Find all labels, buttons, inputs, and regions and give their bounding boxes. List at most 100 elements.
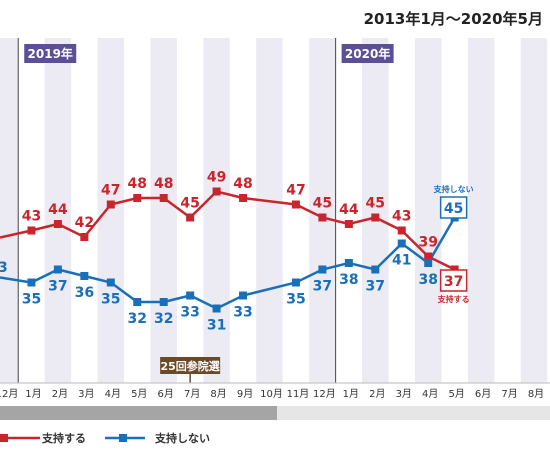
not-support-callout-box	[439, 196, 468, 219]
support-point	[318, 213, 327, 222]
series-lines	[0, 190, 456, 310]
x-tick-label: 12月	[0, 388, 18, 400]
support-point	[53, 220, 62, 228]
month-band	[309, 38, 336, 383]
not-support-data-label: 37	[366, 279, 385, 295]
month-band	[0, 38, 19, 383]
support-point	[27, 226, 36, 235]
month-band	[467, 38, 495, 383]
support-data-label: 45	[366, 196, 385, 212]
not-support-point	[106, 278, 115, 287]
support-point	[80, 233, 89, 241]
support-data-label: 48	[233, 176, 252, 192]
year-badge	[341, 44, 394, 63]
x-tick-label: 9月	[237, 388, 253, 400]
not-support-point	[159, 298, 168, 306]
not-support-point	[239, 291, 248, 300]
not-support-data-label: 35	[101, 292, 120, 308]
month-band	[203, 38, 230, 383]
annotation-label: 25回参院選	[160, 359, 219, 373]
not-support-data-label: 41	[392, 253, 411, 269]
support-callout-box	[439, 269, 468, 292]
not-support-callout-value: 45	[444, 201, 463, 217]
x-axis: 12月1月2月3月4月5月6月7月8月9月10月11月12月1月2月3月4月5月…	[0, 382, 550, 420]
not-support-point	[53, 265, 62, 274]
not-support-data-label: 37	[48, 279, 67, 295]
legend-not-support-label: 支持しない	[154, 431, 210, 445]
x-tick-label: 8月	[210, 388, 226, 400]
x-tick-label: 8月	[528, 388, 544, 400]
year-dividers: 2019年 2020年	[17, 38, 394, 383]
support-point	[159, 194, 168, 202]
not-support-data-label: 35	[22, 292, 41, 308]
x-tick-label: 7月	[184, 388, 200, 400]
support-lead-line	[0, 229, 32, 239]
month-band	[97, 38, 125, 383]
month-band	[362, 38, 389, 383]
support-data-label: 45	[180, 196, 199, 212]
x-tick-label: 10月	[260, 388, 283, 400]
scrollbar-thumb[interactable]	[0, 406, 277, 420]
support-point	[106, 200, 115, 209]
not-support-data-label: 35	[286, 292, 305, 308]
x-tick-label: 4月	[105, 388, 121, 400]
support-callout-value: 37	[444, 274, 463, 290]
not-support-data-label: 31	[207, 318, 226, 334]
range-title: 2013年1月～2020年5月	[364, 10, 543, 28]
legend: 支持する 支持しない	[0, 431, 210, 445]
x-tick-label: 5月	[448, 388, 464, 400]
not-support-data-label: 37	[313, 279, 332, 295]
not-support-callout-label: 支持しない	[433, 184, 474, 194]
not-support-point	[133, 298, 142, 306]
support-point	[186, 213, 195, 222]
support-point	[239, 194, 248, 202]
support-point	[133, 194, 142, 202]
not-support-point	[186, 291, 195, 300]
support-point	[291, 200, 300, 209]
support-data-label: 43	[22, 209, 41, 225]
annotation-box	[160, 357, 221, 374]
x-tick-label: 6月	[475, 388, 491, 400]
support-point	[424, 252, 433, 261]
not-support-point	[27, 278, 36, 287]
support-data-label: 42	[75, 215, 94, 231]
not-support-data-label: 33	[233, 305, 252, 321]
not-support-data-label: 33	[180, 305, 199, 321]
x-tick-label: 1月	[343, 388, 359, 400]
month-bands	[0, 38, 548, 383]
support-data-label: 45	[313, 196, 332, 212]
not-support-point	[318, 265, 327, 274]
month-band	[256, 38, 283, 383]
x-tick-label: 6月	[158, 388, 174, 400]
year-badge-label: 2019年	[28, 46, 73, 61]
not-support-point	[424, 259, 433, 267]
x-tick-label: 4月	[422, 388, 438, 400]
not-support-data-label: 38	[339, 272, 358, 288]
not-support-point	[371, 265, 380, 274]
support-data-label: 44	[339, 202, 359, 218]
support-data-label: 47	[286, 183, 305, 199]
x-tick-label: 2月	[369, 388, 385, 400]
x-tick-label: 7月	[501, 388, 517, 400]
x-tick-label: 12月	[313, 388, 336, 400]
year-badge	[24, 44, 77, 63]
x-tick-label: 3月	[78, 388, 94, 400]
not-support-data-label: 32	[128, 311, 147, 327]
support-point	[397, 226, 406, 235]
support-data-label: 44	[48, 202, 68, 218]
support-data-label: 48	[154, 176, 173, 192]
not-support-edge-label: 3	[0, 260, 8, 276]
not-support-point	[397, 239, 406, 248]
month-band	[520, 38, 548, 383]
not-support-lead-line	[0, 276, 32, 284]
x-tick-label: 2月	[52, 388, 68, 400]
support-data-label: 47	[101, 183, 120, 199]
not-support-data-label: 38	[418, 272, 437, 288]
not-support-point	[212, 304, 221, 313]
not-support-data-label: 36	[75, 285, 94, 301]
x-tick-label: 3月	[396, 388, 412, 400]
support-data-label: 48	[128, 176, 147, 192]
not-support-point	[80, 272, 89, 280]
